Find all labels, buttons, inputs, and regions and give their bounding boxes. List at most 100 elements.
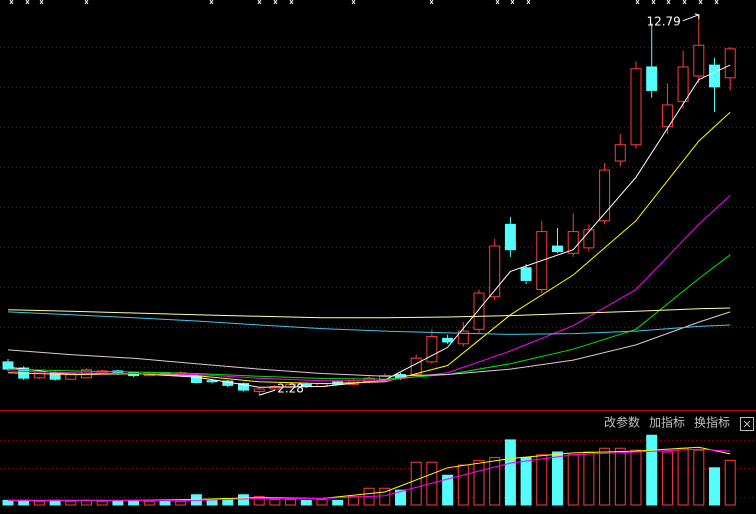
marker xyxy=(651,0,656,5)
volume-bar xyxy=(379,487,391,506)
volume-bar xyxy=(112,500,124,506)
candle-body xyxy=(65,372,77,380)
toolbar-button[interactable]: 换指标 xyxy=(694,415,730,430)
volume-bar xyxy=(316,498,328,506)
volume-bar xyxy=(599,447,611,506)
candle-body xyxy=(457,330,469,345)
volume-bar xyxy=(347,496,359,506)
candle-body xyxy=(33,371,45,379)
candle-body xyxy=(599,169,611,222)
volume-bar xyxy=(473,459,485,506)
volume-bar xyxy=(457,464,469,506)
volume-bar xyxy=(238,494,249,506)
candle-body xyxy=(661,104,673,128)
close-button[interactable] xyxy=(740,417,754,431)
marker xyxy=(25,0,30,5)
volume-bar xyxy=(18,499,30,506)
candle-body xyxy=(489,245,501,298)
candle-body xyxy=(190,375,202,383)
volume-bar xyxy=(2,499,14,506)
volume-bar xyxy=(567,454,579,506)
moving-average xyxy=(7,307,731,319)
marker xyxy=(39,0,44,5)
moving-average xyxy=(7,254,731,380)
volume-bar xyxy=(96,500,108,506)
volume-bar xyxy=(520,457,532,506)
toolbar-button[interactable]: 加指标 xyxy=(649,415,685,430)
marker xyxy=(351,0,356,5)
marker xyxy=(635,0,640,5)
moving-average xyxy=(7,195,731,382)
candle-body xyxy=(473,292,485,330)
candle-body xyxy=(504,223,516,251)
candle-body xyxy=(630,68,642,146)
marker xyxy=(9,0,14,5)
moving-average xyxy=(7,311,731,377)
candle-body xyxy=(269,385,281,390)
candle-body xyxy=(206,380,218,383)
candle-body xyxy=(614,144,626,162)
volume-bar xyxy=(709,467,720,506)
marker xyxy=(714,0,719,5)
volume-bar xyxy=(81,499,92,506)
volume-bar xyxy=(677,447,689,506)
high-label: 12.79 xyxy=(646,14,680,28)
volume-bar xyxy=(630,449,642,506)
volume-bar xyxy=(65,500,77,506)
volume-average xyxy=(8,448,731,501)
volume-bar xyxy=(724,459,736,506)
marker xyxy=(289,0,294,5)
candle-body xyxy=(693,44,705,77)
volume-bar xyxy=(128,499,140,506)
candle-body xyxy=(238,383,249,391)
volume-bar xyxy=(646,434,658,506)
volume-bar xyxy=(175,500,187,506)
volume-bar xyxy=(49,499,61,506)
low-arrow xyxy=(259,389,276,396)
marker xyxy=(257,0,262,5)
volume-bar xyxy=(661,451,673,506)
volume-bar xyxy=(552,451,563,506)
marker xyxy=(209,0,214,5)
low-label: 2.28 xyxy=(277,382,304,396)
volume-bar xyxy=(442,474,454,506)
volume-bar xyxy=(143,500,155,506)
marker xyxy=(429,0,434,5)
candle-body xyxy=(646,66,658,91)
candle-body xyxy=(709,64,720,88)
candle-body xyxy=(253,388,265,393)
volume-bar xyxy=(583,451,595,506)
volume-bar xyxy=(285,498,297,506)
moving-average xyxy=(7,311,731,335)
marker xyxy=(495,0,500,5)
volume-bar xyxy=(693,449,705,506)
candle-body xyxy=(583,229,595,249)
volume-bar xyxy=(410,461,422,506)
candle-body xyxy=(567,231,579,254)
candle-body xyxy=(552,245,563,253)
volume-bar xyxy=(269,498,281,506)
marker xyxy=(84,0,89,5)
info-markers xyxy=(9,0,719,5)
volume-bar xyxy=(33,500,45,506)
candle-body xyxy=(520,267,532,281)
close-icon xyxy=(743,420,751,428)
marker xyxy=(526,0,531,5)
volume-bar xyxy=(253,496,265,506)
volume-bar xyxy=(332,499,344,506)
candle-body xyxy=(410,357,422,376)
marker xyxy=(698,0,703,5)
high-arrow xyxy=(682,13,700,22)
volume-bar xyxy=(504,439,516,506)
marker xyxy=(510,0,515,5)
volume-bar xyxy=(536,454,548,506)
candle-body xyxy=(724,48,736,79)
toolbar-button[interactable]: 改参数 xyxy=(604,415,640,430)
candle-body xyxy=(426,336,438,363)
marker xyxy=(273,0,278,5)
volume-bar xyxy=(159,500,171,506)
volume-bar xyxy=(489,457,501,506)
